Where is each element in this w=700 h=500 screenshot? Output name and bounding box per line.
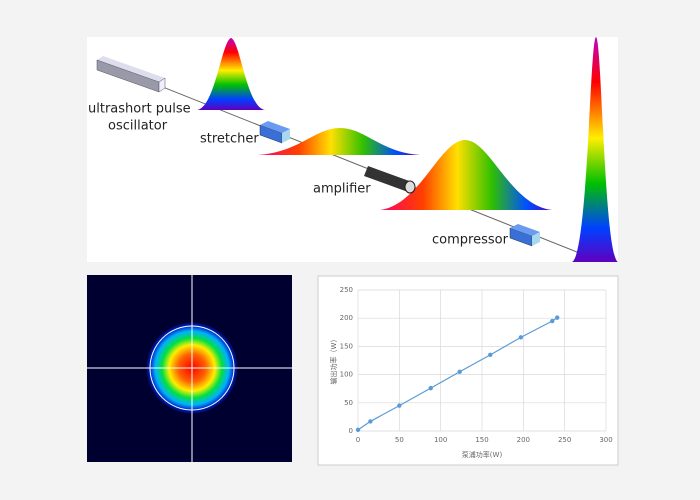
- label: stretcher: [200, 132, 259, 147]
- x-tick-label: 100: [434, 436, 447, 444]
- chart: 泵浦功率(W) 输出功率（W） 0 50 100 150 200 250 0 50 100 150…: [329, 286, 613, 459]
- y-tick-label: 100: [340, 371, 353, 379]
- label: ultrashort pulse: [88, 102, 191, 117]
- oscillator: [96, 56, 166, 93]
- data-point: [368, 419, 373, 424]
- chart-frame: [317, 275, 619, 466]
- y-tick-label: 250: [340, 286, 353, 294]
- data-point: [488, 352, 493, 358]
- data-point: [518, 335, 524, 340]
- pulse: [380, 140, 552, 210]
- label: oscillator: [108, 119, 168, 134]
- x-tick-label: 300: [599, 436, 612, 444]
- amplifier: [364, 166, 416, 194]
- pulse: [197, 38, 265, 110]
- label: amplifier: [313, 182, 371, 197]
- x-tick-label: 50: [395, 436, 404, 444]
- data-point: [428, 385, 433, 391]
- y-axis-title: 输出功率（W）: [329, 336, 338, 385]
- diagram: ultrashort pulse oscillator stretcher am…: [87, 37, 618, 262]
- label: compressor: [432, 233, 509, 248]
- beam-profile: [87, 275, 292, 462]
- data-point: [397, 403, 402, 408]
- pulse: [572, 37, 618, 262]
- x-axis-title: 泵浦功率(W): [462, 450, 503, 459]
- x-tick-label: 0: [356, 436, 360, 444]
- beam-line: [99, 61, 593, 259]
- x-tick-label: 150: [475, 436, 488, 444]
- x-tick-label: 250: [558, 436, 571, 444]
- y-tick-label: 150: [340, 342, 353, 350]
- data-point: [555, 315, 560, 320]
- data-point: [550, 318, 555, 324]
- stretcher: [259, 121, 290, 144]
- compressor: [509, 224, 540, 247]
- pulse: [258, 128, 420, 155]
- y-tick-label: 200: [340, 314, 353, 322]
- data-point: [457, 369, 462, 374]
- data-point: [355, 427, 361, 433]
- y-tick-label: 50: [344, 399, 353, 407]
- x-tick-label: 200: [517, 436, 530, 444]
- y-tick-label: 0: [349, 427, 353, 435]
